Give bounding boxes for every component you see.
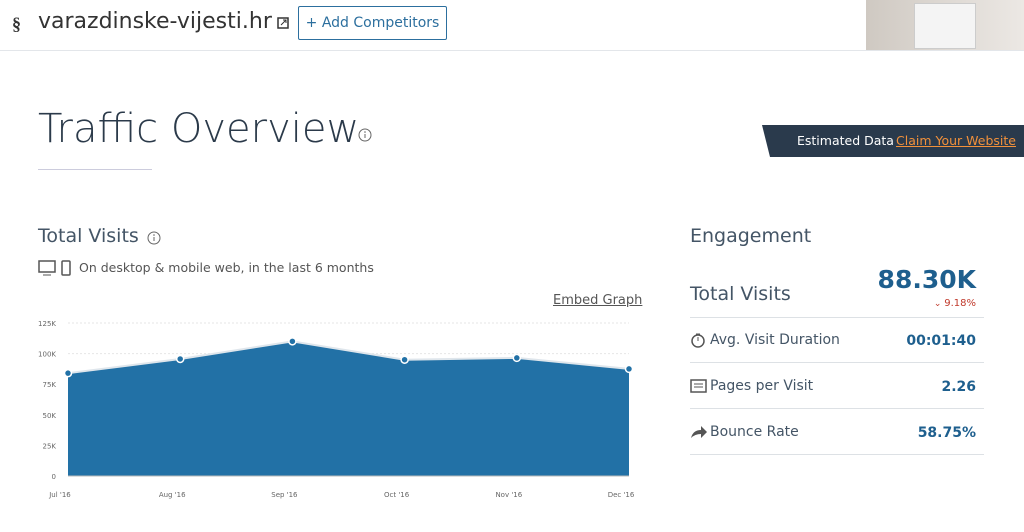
metric-row: Total Visits 88.30K ⌄ 9.18% bbox=[690, 265, 984, 318]
banner-tip bbox=[762, 125, 770, 157]
line bbox=[67, 340, 630, 375]
header bbox=[0, 0, 1024, 51]
estimated-label: Estimated Data bbox=[797, 133, 894, 148]
metric-row: Avg. Visit Duration 00:01:40 bbox=[690, 317, 984, 363]
metric-name: Avg. Visit Duration bbox=[710, 332, 840, 348]
info-icon[interactable] bbox=[357, 127, 373, 143]
metric-value: 58.75% bbox=[917, 425, 976, 441]
page-title: Traffic Overview bbox=[38, 106, 360, 152]
title-underline bbox=[38, 169, 152, 170]
site-thumbnail bbox=[866, 0, 1024, 50]
point bbox=[288, 337, 297, 346]
site-name[interactable]: varazdinske-vijesti.hr bbox=[38, 9, 272, 34]
area bbox=[68, 341, 629, 476]
banner bbox=[770, 125, 1024, 157]
embed-link[interactable]: Embed Graph bbox=[553, 293, 643, 308]
metric-name: Bounce Rate bbox=[710, 424, 799, 440]
y-tick-label: 50K bbox=[43, 412, 57, 420]
external-link-icon[interactable] bbox=[277, 17, 289, 29]
metric-row: Pages per Visit 2.26 bbox=[690, 363, 984, 409]
point bbox=[175, 354, 185, 364]
chart: 0 25K 50K 75K 100K 125K Jul '16 Aug '16 Sep '16 O… bbox=[38, 320, 635, 499]
metric-name: Pages per Visit bbox=[710, 378, 814, 394]
metric-row: Bounce Rate 58.75% bbox=[690, 409, 984, 455]
metric-value: 2.26 bbox=[941, 379, 976, 395]
x-tick-label: Oct '16 bbox=[384, 491, 410, 499]
y-tick-label: 125K bbox=[38, 320, 56, 328]
x-tick-label: Aug '16 bbox=[159, 491, 186, 499]
x-tick-label: Sep '16 bbox=[271, 491, 298, 499]
down-arrow: ⌄ bbox=[933, 299, 945, 309]
metric-icon bbox=[691, 426, 707, 438]
change-value: 9.18% bbox=[944, 298, 976, 309]
add-competitors-button[interactable]: + Add Competitors bbox=[298, 6, 447, 40]
x-tick-label: Dec '16 bbox=[608, 491, 635, 499]
section-subtitle: On desktop & mobile web, in the last 6 m… bbox=[79, 260, 374, 275]
x-tick-label: Jul '16 bbox=[48, 491, 71, 499]
point bbox=[624, 364, 634, 374]
metric-change: ⌄ 9.18% bbox=[934, 298, 976, 309]
y-tick-label: 25K bbox=[43, 442, 57, 450]
y-tick-label: 75K bbox=[43, 381, 57, 389]
info-icon[interactable] bbox=[146, 230, 162, 246]
device-icons bbox=[38, 260, 71, 276]
metric-icon bbox=[691, 333, 705, 348]
point bbox=[400, 355, 409, 364]
metric-icon bbox=[690, 379, 707, 393]
x-tick-label: Nov '16 bbox=[495, 491, 522, 499]
metric-value: 88.30K bbox=[877, 265, 976, 294]
y-tick-label: 0 bbox=[52, 473, 56, 481]
metric-name: Total Visits bbox=[690, 283, 791, 305]
section-title: Engagement bbox=[690, 225, 812, 247]
metric-value: 00:01:40 bbox=[906, 333, 976, 349]
svg-text:§: § bbox=[12, 14, 21, 34]
y-tick-label: 100K bbox=[38, 351, 56, 359]
point bbox=[512, 353, 522, 363]
point bbox=[63, 368, 73, 378]
section-title: Total Visits bbox=[38, 225, 139, 247]
site-logo: § bbox=[12, 14, 21, 34]
claim-link[interactable]: Claim Your Website bbox=[896, 133, 1016, 148]
